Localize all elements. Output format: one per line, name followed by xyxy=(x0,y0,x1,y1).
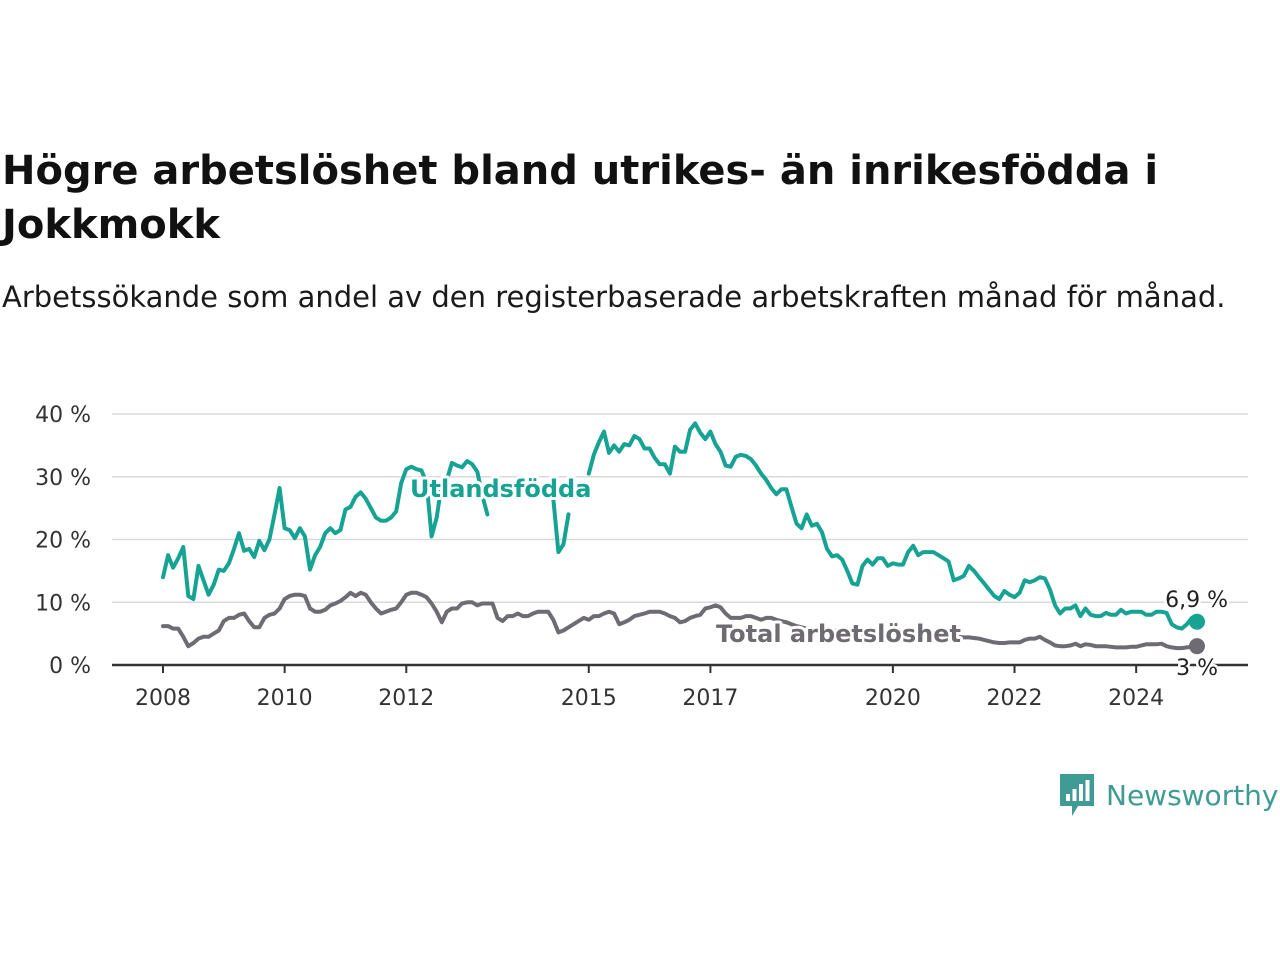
bar-chart-icon xyxy=(1060,774,1094,816)
y-tick-label: 30 % xyxy=(35,466,91,491)
x-tick-label: 2024 xyxy=(1108,686,1164,711)
y-tick-label: 40 % xyxy=(35,403,91,428)
brand-name: Newsworthy xyxy=(1106,778,1279,812)
end-point-total xyxy=(1189,638,1205,655)
x-tick-label: 2017 xyxy=(682,686,738,711)
x-tick-label: 2022 xyxy=(987,686,1043,711)
label-layer: Utlandsfödda Total arbetslöshet 6,9 % 3 % xyxy=(407,472,1231,684)
x-tick-label: 2010 xyxy=(257,686,313,711)
end-point-utlandsfodda xyxy=(1189,613,1205,630)
series-line-utlandsfodda-segment xyxy=(586,421,1199,631)
y-tick-label: 20 % xyxy=(35,529,91,554)
newsworthy-logo[interactable]: Newsworthy xyxy=(1058,772,1279,818)
chart-title: Högre arbetslöshet bland utrikes- än inr… xyxy=(2,148,1159,248)
series-label-total: Total arbetslöshet xyxy=(716,620,961,648)
series-layer xyxy=(161,421,1205,655)
x-tick-label: 2008 xyxy=(135,686,191,711)
x-tick-label: 2015 xyxy=(561,686,617,711)
y-tick-label: 10 % xyxy=(35,591,91,616)
end-label-total: 3 % xyxy=(1176,656,1218,681)
x-tick-label: 2020 xyxy=(865,686,921,711)
x-tick-label: 2012 xyxy=(378,686,434,711)
series-line-utlandsfodda-segment xyxy=(551,496,571,555)
y-tick-label: 0 % xyxy=(49,654,91,679)
grid-layer: 0 % 10 % 20 % 30 % 40 % 2008 2010 2012 2015 2017 2… xyxy=(35,403,1248,711)
end-label-utlandsfodda: 6,9 % xyxy=(1165,588,1228,613)
series-line-total-arbetsloshet xyxy=(161,590,1199,651)
line-chart: 0 % 10 % 20 % 30 % 40 % 2008 2010 2012 2015 2017 2… xyxy=(35,403,1248,711)
series-label-utlandsfodda: Utlandsfödda xyxy=(410,475,591,503)
series-line-utlandsfodda-segment xyxy=(161,459,490,602)
chart-subtitle: Arbetssökande som andel av den registerb… xyxy=(2,280,1226,314)
